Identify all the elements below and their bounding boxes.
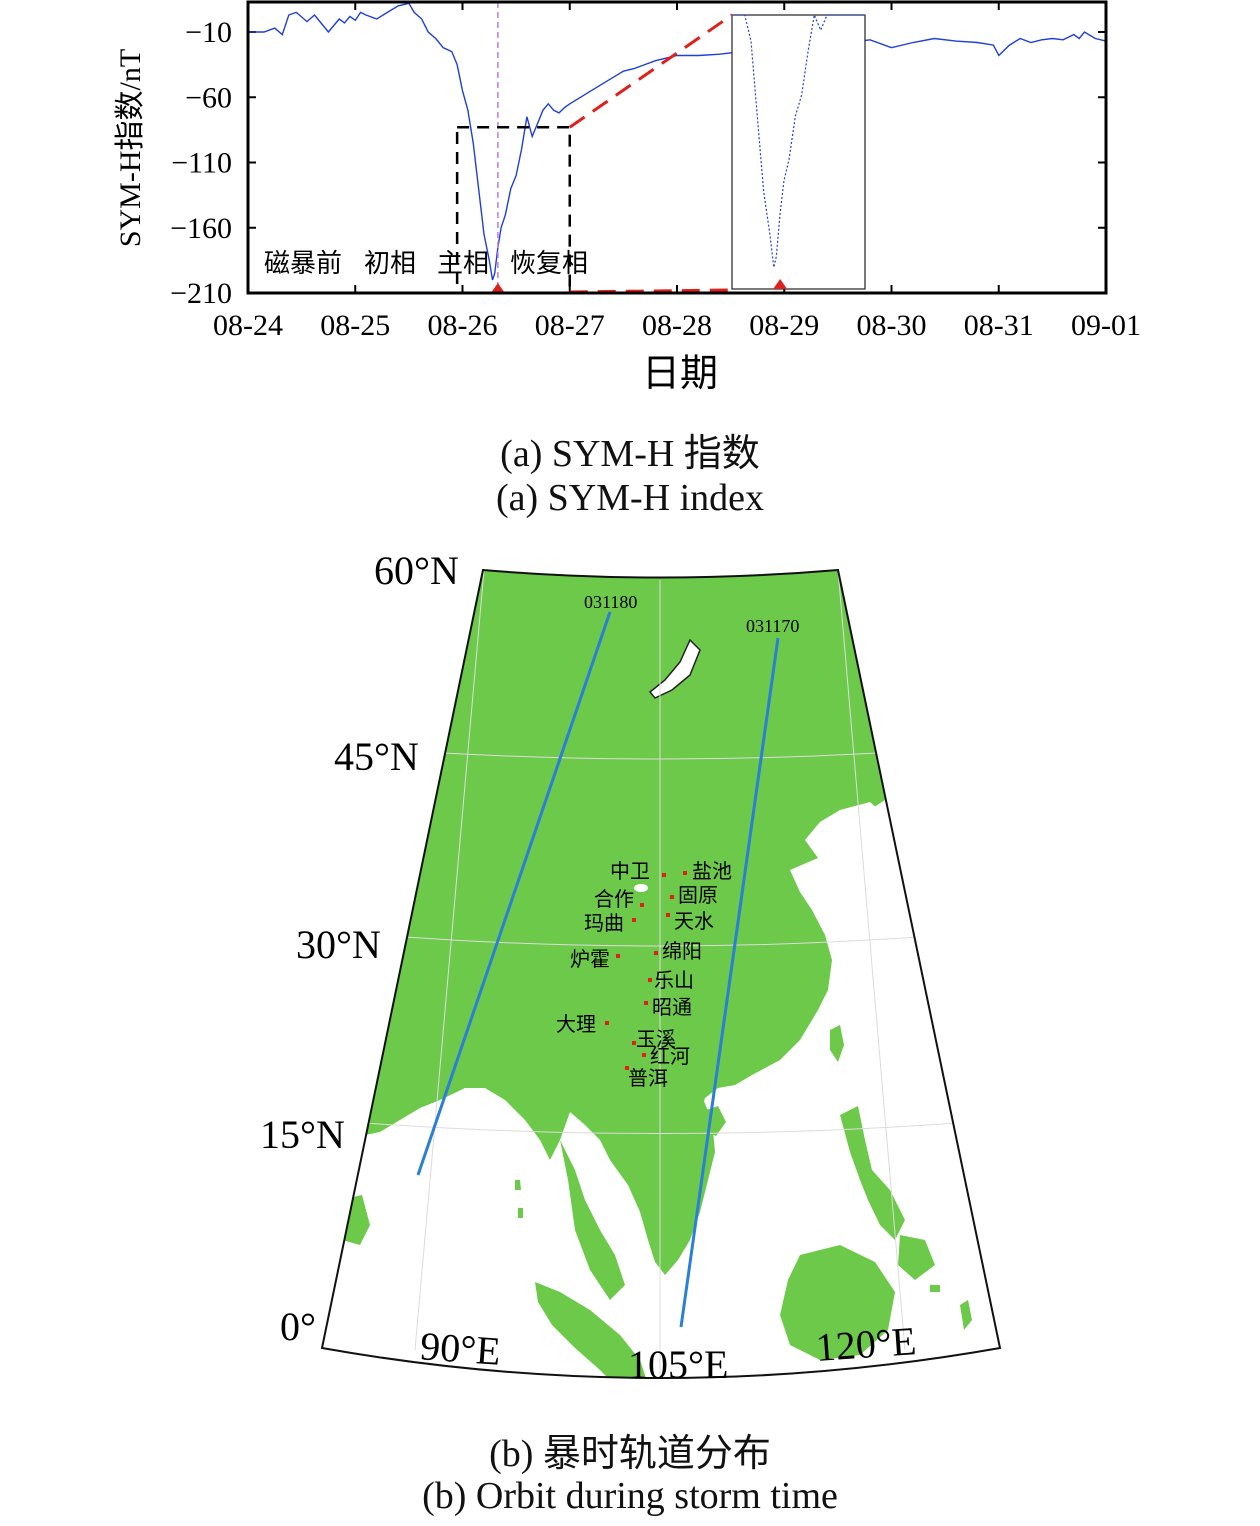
phase-label-pre: 磁暴前 bbox=[264, 249, 342, 278]
station-marker bbox=[654, 951, 658, 955]
caption-a-cn: (a) SYM-H 指数 bbox=[500, 433, 760, 475]
station-marker bbox=[648, 978, 652, 982]
station-label: 炉霍 bbox=[570, 948, 610, 971]
lake-qinghai bbox=[634, 884, 648, 892]
x-tick-label: 08-31 bbox=[964, 309, 1034, 342]
inset-frame bbox=[731, 14, 866, 290]
lat-label-30n: 30°N bbox=[296, 922, 381, 967]
phase-label-initial: 初相 bbox=[364, 249, 416, 278]
map-sector-outline bbox=[320, 568, 1002, 1379]
caption-b-cn: (b) 暴时轨道分布 bbox=[489, 1433, 771, 1475]
station-label: 固原 bbox=[678, 885, 718, 907]
lake-baikal bbox=[648, 638, 701, 699]
lon-label-90e: 90°E bbox=[419, 1323, 502, 1374]
x-tick-label: 09-01 bbox=[1071, 309, 1141, 342]
x-tick-label: 08-28 bbox=[642, 309, 712, 342]
y-tick-label: −60 bbox=[185, 81, 232, 114]
caption-a-en: (a) SYM-H index bbox=[495, 477, 765, 519]
lat-label-15n: 15°N bbox=[260, 1112, 345, 1157]
orbit-track-031170 bbox=[679, 637, 780, 1328]
x-tick-label: 08-26 bbox=[428, 309, 498, 342]
x-tick-label: 08-25 bbox=[320, 309, 390, 342]
phase-label-main: 主相 bbox=[437, 249, 489, 278]
x-tick-label: 08-30 bbox=[857, 309, 927, 342]
station-marker bbox=[683, 871, 687, 875]
station-label: 红河 bbox=[650, 1045, 690, 1068]
lat-label-60n: 60°N bbox=[374, 548, 459, 593]
station-label: 大理 bbox=[556, 1013, 596, 1036]
station-marker bbox=[670, 895, 674, 899]
inset-series-line bbox=[732, 12, 865, 268]
station-label: 玉溪 bbox=[636, 1028, 676, 1051]
symh-xlabel: 日期 bbox=[642, 353, 718, 395]
station-marker bbox=[662, 873, 666, 877]
y-tick-label: −110 bbox=[171, 147, 232, 180]
symh-ylabel: SYM-H指数/nT bbox=[114, 49, 147, 247]
station-label: 天水 bbox=[674, 910, 714, 933]
station-label: 乐山 bbox=[654, 969, 694, 992]
inset-event-triangle bbox=[773, 279, 788, 289]
symh-series-line bbox=[248, 2, 1107, 281]
orbit-label-031180: 031180 bbox=[584, 592, 637, 612]
symh-chart: 08-24 08-25 08-26 08-27 08-28 08-29 08-30 08-31… bbox=[114, 0, 1141, 395]
lat-label-0: 0° bbox=[280, 1304, 316, 1349]
y-tick-label: −160 bbox=[170, 212, 232, 245]
station-label: 合作 bbox=[594, 888, 634, 911]
event-marker-triangle bbox=[490, 283, 505, 293]
station-marker bbox=[640, 903, 644, 907]
phase-label-recovery: 恢复相 bbox=[510, 249, 588, 278]
station-label: 普洱 bbox=[628, 1067, 668, 1090]
station-label: 盐池 bbox=[692, 860, 732, 883]
station-marker bbox=[616, 954, 620, 958]
lon-label-105e: 105°E bbox=[628, 1342, 728, 1387]
land-borneo bbox=[780, 1245, 895, 1360]
zoom-connector-top bbox=[568, 13, 733, 129]
orbit-track-031180 bbox=[416, 611, 612, 1176]
station-label: 玛曲 bbox=[584, 912, 624, 935]
station-marker bbox=[642, 1053, 646, 1057]
x-tick-label: 08-27 bbox=[535, 309, 605, 342]
station-label: 昭通 bbox=[652, 996, 692, 1019]
lon-label-120e: 120°E bbox=[814, 1318, 917, 1370]
land-philippines bbox=[840, 1106, 905, 1240]
station-marker bbox=[632, 918, 636, 922]
station-label: 绵阳 bbox=[662, 940, 702, 963]
station-marker bbox=[632, 1041, 636, 1045]
land-korea bbox=[840, 802, 888, 850]
graticule bbox=[364, 570, 958, 1378]
y-tick-label: −10 bbox=[185, 16, 232, 49]
lat-label-45n: 45°N bbox=[334, 734, 419, 779]
station-marker bbox=[644, 1001, 648, 1005]
station-label: 中卫 bbox=[610, 860, 650, 883]
x-tick-label: 08-29 bbox=[749, 309, 819, 342]
orbit-label-031170: 031170 bbox=[746, 616, 799, 636]
symh-plot-frame bbox=[246, 0, 1108, 295]
station-marker bbox=[666, 913, 670, 917]
land-malay bbox=[560, 1140, 625, 1300]
station-marker bbox=[625, 1066, 629, 1070]
land-hainan bbox=[700, 1106, 726, 1136]
x-tick-label: 08-24 bbox=[213, 309, 283, 342]
station-marker bbox=[605, 1021, 609, 1025]
land-mindanao bbox=[898, 1235, 935, 1280]
caption-b-en: (b) Orbit during storm time bbox=[422, 1475, 838, 1517]
y-tick-label: −210 bbox=[170, 277, 232, 310]
land-sumatra bbox=[535, 1282, 650, 1378]
land-taiwan bbox=[830, 1025, 844, 1062]
